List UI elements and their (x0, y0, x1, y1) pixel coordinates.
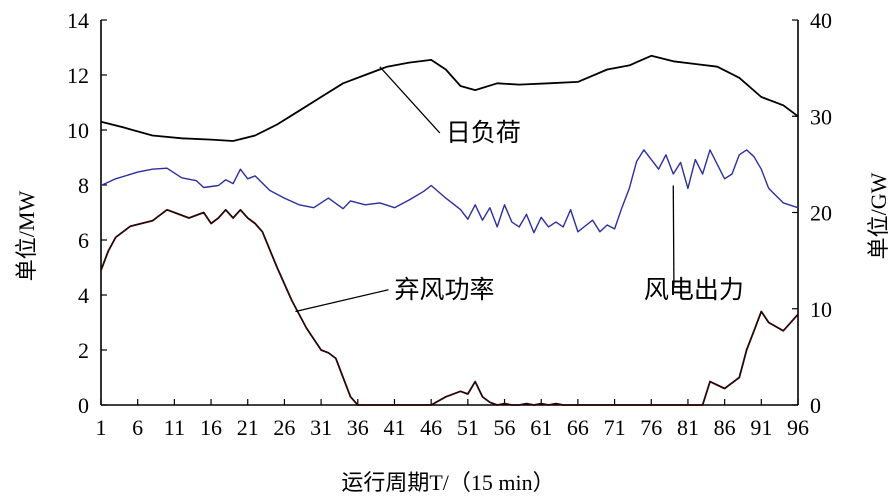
right-y-tick-label: 20 (810, 201, 832, 226)
x-tick-label: 76 (640, 415, 662, 440)
annotation-leader-wind-power-output (672, 185, 675, 286)
left-y-tick-label: 8 (78, 173, 89, 198)
x-tick-label: 16 (200, 415, 222, 440)
right-y-tick-label: 30 (810, 104, 832, 129)
x-tick-label: 36 (347, 415, 369, 440)
x-tick-label: 21 (237, 415, 259, 440)
left-y-tick-label: 6 (78, 228, 89, 253)
annotation-leader-wind-curtailment (295, 289, 389, 313)
x-tick-label: 96 (787, 415, 809, 440)
x-tick-label: 66 (567, 415, 589, 440)
x-tick-label: 41 (383, 415, 405, 440)
axis-titles-layer: 运行周期T/（15 min） 单位/MW 单位/GW (14, 172, 891, 495)
series-line-daily-load (100, 54, 799, 142)
x-tick-label: 56 (494, 415, 516, 440)
x-tick-label: 61 (530, 415, 552, 440)
x-tick-label: 51 (457, 415, 479, 440)
series-line-wind-curtailment (100, 208, 799, 406)
left-y-tick-label: 0 (78, 393, 89, 418)
x-tick-label: 31 (310, 415, 332, 440)
x-tick-label: 86 (714, 415, 736, 440)
x-tick-label: 71 (604, 415, 626, 440)
right-y-tick-label: 0 (810, 393, 821, 418)
annotation-label-daily-load: 日负荷 (446, 119, 521, 147)
left-y-tick-label: 4 (78, 283, 89, 308)
x-tick-label: 91 (750, 415, 772, 440)
x-tick-label: 46 (420, 415, 442, 440)
left-y-axis-title: 单位/MW (14, 191, 39, 282)
annotation-label-wind-curtailment: 弃风功率 (394, 276, 494, 304)
x-tick-label: 1 (96, 415, 107, 440)
right-y-axis-title: 单位/GW (866, 172, 891, 259)
annotation-label-wind-power-output: 风电出力 (644, 276, 744, 304)
left-y-tick-label: 12 (67, 63, 89, 88)
left-y-tick-label: 10 (67, 118, 89, 143)
x-axis-title: 运行周期T/（15 min） (341, 470, 554, 495)
x-tick-label: 6 (132, 415, 143, 440)
x-tick-label: 81 (677, 415, 699, 440)
x-tick-label: 11 (164, 415, 185, 440)
series-line-wind-power-output (100, 149, 799, 234)
annotation-leader-daily-load (379, 66, 441, 134)
left-y-tick-label: 2 (78, 338, 89, 363)
x-tick-label: 26 (273, 415, 295, 440)
axes-layer: 1 6 11 16 21 26 31 36 41 46 51 56 61 66 71 76 81 86 91 9602… (67, 8, 832, 440)
left-y-tick-label: 14 (67, 8, 89, 33)
series-layer (100, 54, 799, 406)
right-y-tick-label: 10 (810, 297, 832, 322)
right-y-tick-label: 40 (810, 8, 832, 33)
